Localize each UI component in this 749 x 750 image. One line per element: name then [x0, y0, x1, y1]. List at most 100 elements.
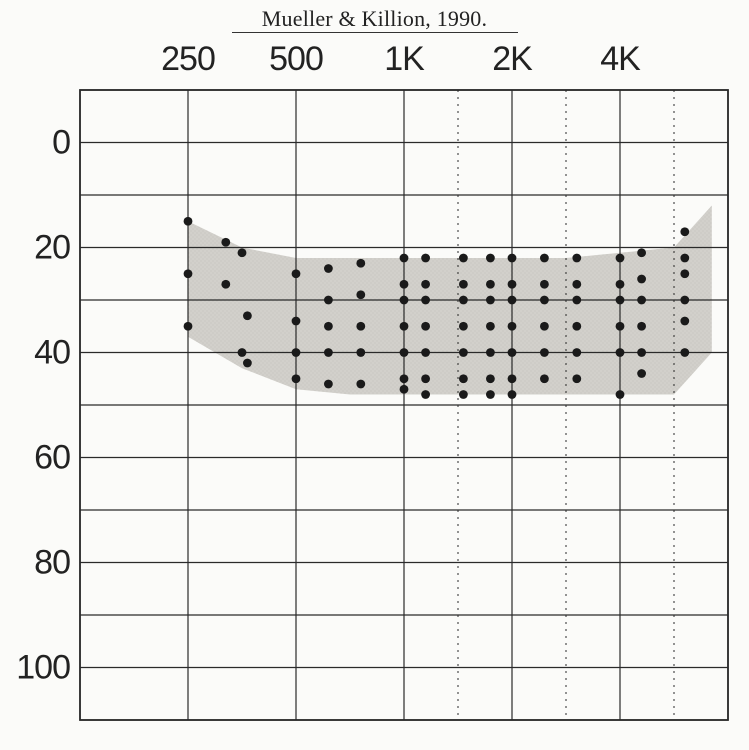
y-tick-label: 60 — [0, 438, 70, 477]
data-point — [616, 254, 625, 263]
data-point — [680, 317, 689, 326]
data-point — [356, 290, 365, 299]
data-point — [486, 322, 495, 331]
data-point — [540, 348, 549, 357]
y-tick-label: 0 — [0, 123, 70, 162]
data-point — [680, 254, 689, 263]
data-point — [243, 359, 252, 368]
audiogram-figure: Mueller & Killion, 1990. 250 500 1K 2K 4K 0 2… — [0, 0, 749, 750]
data-point — [324, 322, 333, 331]
data-point — [508, 322, 517, 331]
data-point — [421, 280, 430, 289]
y-tick-label: 100 — [0, 648, 70, 687]
data-point — [459, 296, 468, 305]
data-point — [680, 296, 689, 305]
data-point — [486, 254, 495, 263]
data-point — [486, 296, 495, 305]
data-point — [400, 385, 409, 394]
data-point — [637, 322, 646, 331]
data-point — [486, 374, 495, 383]
y-tick-label: 40 — [0, 333, 70, 372]
data-point — [292, 269, 301, 278]
data-point — [421, 296, 430, 305]
data-point — [637, 248, 646, 257]
data-point — [324, 296, 333, 305]
data-point — [238, 348, 247, 357]
x-tick-label: 500 — [269, 40, 323, 79]
data-point — [324, 380, 333, 389]
data-point — [421, 254, 430, 263]
data-point — [356, 380, 365, 389]
data-point — [508, 374, 517, 383]
data-point — [508, 254, 517, 263]
data-point — [540, 296, 549, 305]
data-point — [680, 227, 689, 236]
data-point — [572, 374, 581, 383]
chart-svg — [79, 89, 729, 721]
x-tick-label: 250 — [161, 40, 215, 79]
data-point — [540, 322, 549, 331]
data-point — [184, 217, 193, 226]
data-point — [486, 280, 495, 289]
data-point — [238, 248, 247, 257]
data-point — [637, 369, 646, 378]
data-point — [421, 348, 430, 357]
data-point — [680, 269, 689, 278]
data-point — [680, 348, 689, 357]
data-point — [459, 254, 468, 263]
data-point — [184, 322, 193, 331]
data-point — [616, 322, 625, 331]
x-tick-label: 2K — [492, 40, 532, 79]
data-point — [400, 322, 409, 331]
data-point — [572, 280, 581, 289]
data-point — [292, 317, 301, 326]
data-point — [292, 374, 301, 383]
data-point — [400, 374, 409, 383]
data-point — [400, 280, 409, 289]
data-point — [616, 296, 625, 305]
data-point — [421, 374, 430, 383]
title-underline — [232, 32, 518, 33]
data-point — [324, 264, 333, 273]
data-point — [572, 322, 581, 331]
data-point — [356, 259, 365, 268]
data-point — [540, 374, 549, 383]
data-point — [486, 390, 495, 399]
data-point — [572, 348, 581, 357]
data-point — [540, 280, 549, 289]
data-point — [400, 296, 409, 305]
data-point — [459, 280, 468, 289]
data-point — [616, 390, 625, 399]
data-point — [540, 254, 549, 263]
data-point — [292, 348, 301, 357]
data-point — [508, 348, 517, 357]
data-point — [508, 280, 517, 289]
data-point — [459, 390, 468, 399]
data-point — [243, 311, 252, 320]
data-point — [637, 296, 646, 305]
data-point — [221, 238, 230, 247]
data-point — [356, 348, 365, 357]
data-point — [421, 390, 430, 399]
data-point — [400, 348, 409, 357]
y-tick-label: 20 — [0, 228, 70, 267]
x-tick-label: 1K — [384, 40, 424, 79]
data-point — [356, 322, 365, 331]
data-point — [637, 348, 646, 357]
data-point — [400, 254, 409, 263]
data-point — [459, 348, 468, 357]
data-point — [508, 390, 517, 399]
x-tick-label: 4K — [600, 40, 640, 79]
data-point — [221, 280, 230, 289]
data-point — [572, 296, 581, 305]
data-point — [324, 348, 333, 357]
data-point — [421, 322, 430, 331]
data-point — [184, 269, 193, 278]
data-point — [572, 254, 581, 263]
data-point — [459, 374, 468, 383]
data-point — [486, 348, 495, 357]
y-tick-label: 80 — [0, 543, 70, 582]
data-point — [459, 322, 468, 331]
data-point — [637, 275, 646, 284]
figure-title: Mueller & Killion, 1990. — [0, 6, 749, 32]
